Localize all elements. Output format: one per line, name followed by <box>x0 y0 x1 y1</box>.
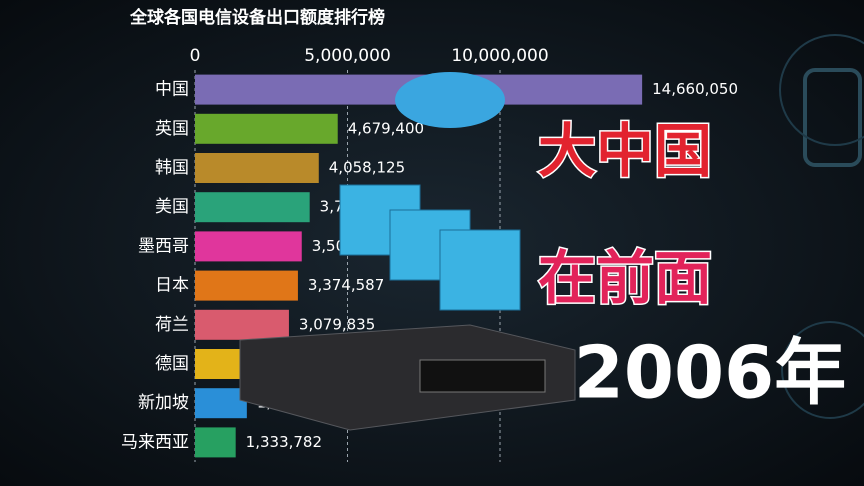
value-label: 3,079,835 <box>299 315 375 333</box>
annotation: 大中国 <box>538 117 712 185</box>
y-tick-label: 韩国 <box>155 158 189 178</box>
circle-deco <box>779 34 864 146</box>
chart-title: 全球各国电信设备出口额度排行榜 <box>129 7 385 28</box>
bar <box>195 427 236 458</box>
y-tick-label: 荷兰 <box>155 315 189 335</box>
annotation: 2006年 <box>574 331 846 415</box>
value-label: 4,058,125 <box>329 159 405 177</box>
decoration <box>239 72 576 431</box>
bar <box>195 231 302 262</box>
x-tick-label: 10,000,000 <box>451 46 548 66</box>
value-label: 4,679,400 <box>348 119 424 137</box>
value-label: 1,333,782 <box>246 433 322 451</box>
bar <box>195 192 310 223</box>
value-label: 14,660,050 <box>652 80 738 98</box>
x-tick-label: 5,000,000 <box>304 46 391 66</box>
y-tick-label: 美国 <box>155 197 189 217</box>
y-tick-label: 新加坡 <box>138 393 189 413</box>
phone-icon <box>803 68 862 167</box>
bar <box>195 388 247 419</box>
annotation: 在前面 <box>538 244 712 312</box>
y-tick-label: 马来西亚 <box>121 432 189 452</box>
y-tick-label: 英国 <box>155 119 189 139</box>
bar <box>195 309 289 340</box>
bar <box>195 113 338 144</box>
bar <box>195 270 298 301</box>
value-label: 3,374,587 <box>308 276 384 294</box>
y-tick-label: 日本 <box>155 276 189 296</box>
bar <box>195 153 319 183</box>
circle-deco <box>781 321 864 419</box>
y-tick-label: 墨西哥 <box>138 236 189 256</box>
y-tick-label: 中国 <box>155 80 189 100</box>
x-tick-label: 0 <box>190 46 201 66</box>
y-tick-label: 德国 <box>155 354 189 374</box>
